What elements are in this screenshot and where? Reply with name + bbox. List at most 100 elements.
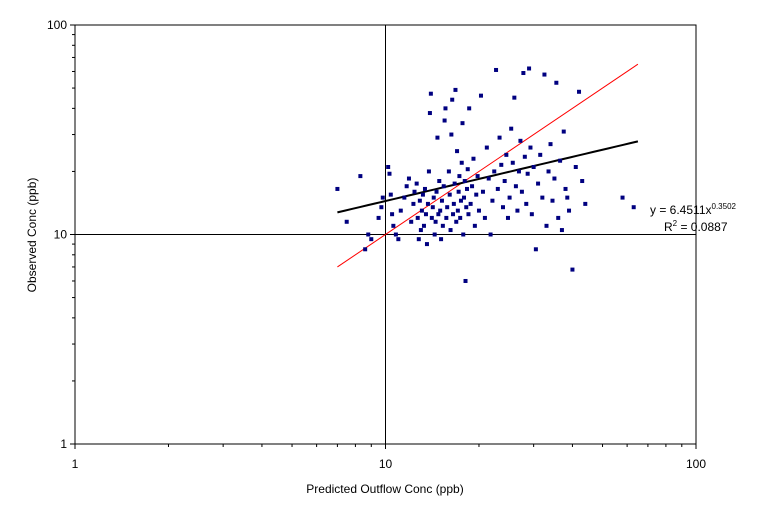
data-point <box>416 237 421 242</box>
data-point <box>497 135 502 140</box>
data-point <box>451 201 456 206</box>
data-point <box>428 91 433 96</box>
data-point <box>435 135 440 140</box>
data-point <box>478 93 483 98</box>
data-point <box>529 212 534 217</box>
data-point <box>439 237 444 242</box>
identity-line-group <box>337 63 639 268</box>
data-point <box>552 176 557 181</box>
data-point <box>414 181 419 186</box>
data-point <box>471 156 476 161</box>
data-point <box>467 106 472 111</box>
data-points <box>335 66 636 283</box>
x-tick-label: 10 <box>379 457 393 471</box>
data-point <box>561 129 566 134</box>
data-point <box>554 80 559 85</box>
x-tick-labels: 1 10 100 <box>72 457 707 471</box>
data-point <box>380 195 385 200</box>
data-point <box>457 174 462 179</box>
data-point <box>510 160 515 165</box>
data-point <box>519 189 524 194</box>
data-point <box>409 219 414 224</box>
data-point <box>451 212 456 217</box>
data-point <box>444 215 449 220</box>
data-point <box>515 208 520 213</box>
data-point <box>620 195 625 200</box>
x-tick-label: 1 <box>72 457 79 471</box>
data-point <box>502 179 507 184</box>
data-point <box>521 71 526 76</box>
data-point <box>465 167 470 172</box>
data-point <box>440 223 445 228</box>
r2-suffix: = 0.0887 <box>677 220 728 234</box>
data-point <box>438 208 443 213</box>
data-point <box>417 198 422 203</box>
data-point <box>546 169 551 174</box>
data-point <box>419 208 424 213</box>
data-point <box>512 95 517 100</box>
data-point <box>455 208 460 213</box>
data-point <box>516 169 521 174</box>
data-point <box>358 174 363 179</box>
data-point <box>388 192 393 197</box>
data-point <box>462 195 467 200</box>
data-point <box>366 232 371 237</box>
data-point <box>507 195 512 200</box>
data-point <box>536 181 541 186</box>
data-point <box>427 111 432 116</box>
data-point <box>422 186 427 191</box>
data-point <box>494 67 499 72</box>
data-point <box>363 247 368 252</box>
data-point <box>522 154 527 159</box>
data-point <box>486 176 491 181</box>
data-point <box>458 215 463 220</box>
data-point <box>429 215 434 220</box>
data-point <box>525 171 530 176</box>
data-point <box>402 195 407 200</box>
data-point <box>446 169 451 174</box>
data-point <box>452 181 457 186</box>
data-point <box>490 198 495 203</box>
data-point <box>439 198 444 203</box>
data-point <box>524 201 529 206</box>
data-point <box>505 215 510 220</box>
y-axis-label: Observed Conc (ppb) <box>25 178 39 293</box>
data-point <box>550 198 555 203</box>
data-point <box>542 72 547 77</box>
data-point <box>344 219 349 224</box>
data-point <box>558 158 563 163</box>
data-point <box>470 184 475 189</box>
data-point <box>513 184 518 189</box>
x-tick-label: 100 <box>686 457 706 471</box>
y-tick-label: 10 <box>54 228 68 242</box>
data-point <box>531 165 536 169</box>
r2-exponent: 2 <box>673 219 678 228</box>
data-point <box>462 179 467 184</box>
data-point <box>464 205 469 210</box>
y-tick-label: 1 <box>60 437 67 451</box>
data-point <box>528 145 533 150</box>
data-point <box>393 232 398 237</box>
data-point <box>423 212 428 217</box>
data-point <box>404 184 409 189</box>
data-point <box>504 152 509 157</box>
data-point <box>456 189 461 194</box>
data-point <box>458 198 463 203</box>
data-point <box>518 138 523 143</box>
data-point <box>390 212 395 217</box>
data-point <box>500 205 505 210</box>
data-point <box>482 215 487 220</box>
data-point <box>488 232 493 237</box>
y-tick-label: 100 <box>47 18 67 32</box>
data-point <box>544 223 549 228</box>
data-point <box>386 165 391 169</box>
equation-prefix: y = 6.4511x <box>650 203 712 217</box>
data-point <box>461 232 466 237</box>
data-point <box>527 66 532 71</box>
data-point <box>449 132 454 137</box>
data-point <box>540 195 545 200</box>
data-point <box>567 208 572 213</box>
data-point <box>556 215 561 220</box>
data-point <box>466 212 471 217</box>
